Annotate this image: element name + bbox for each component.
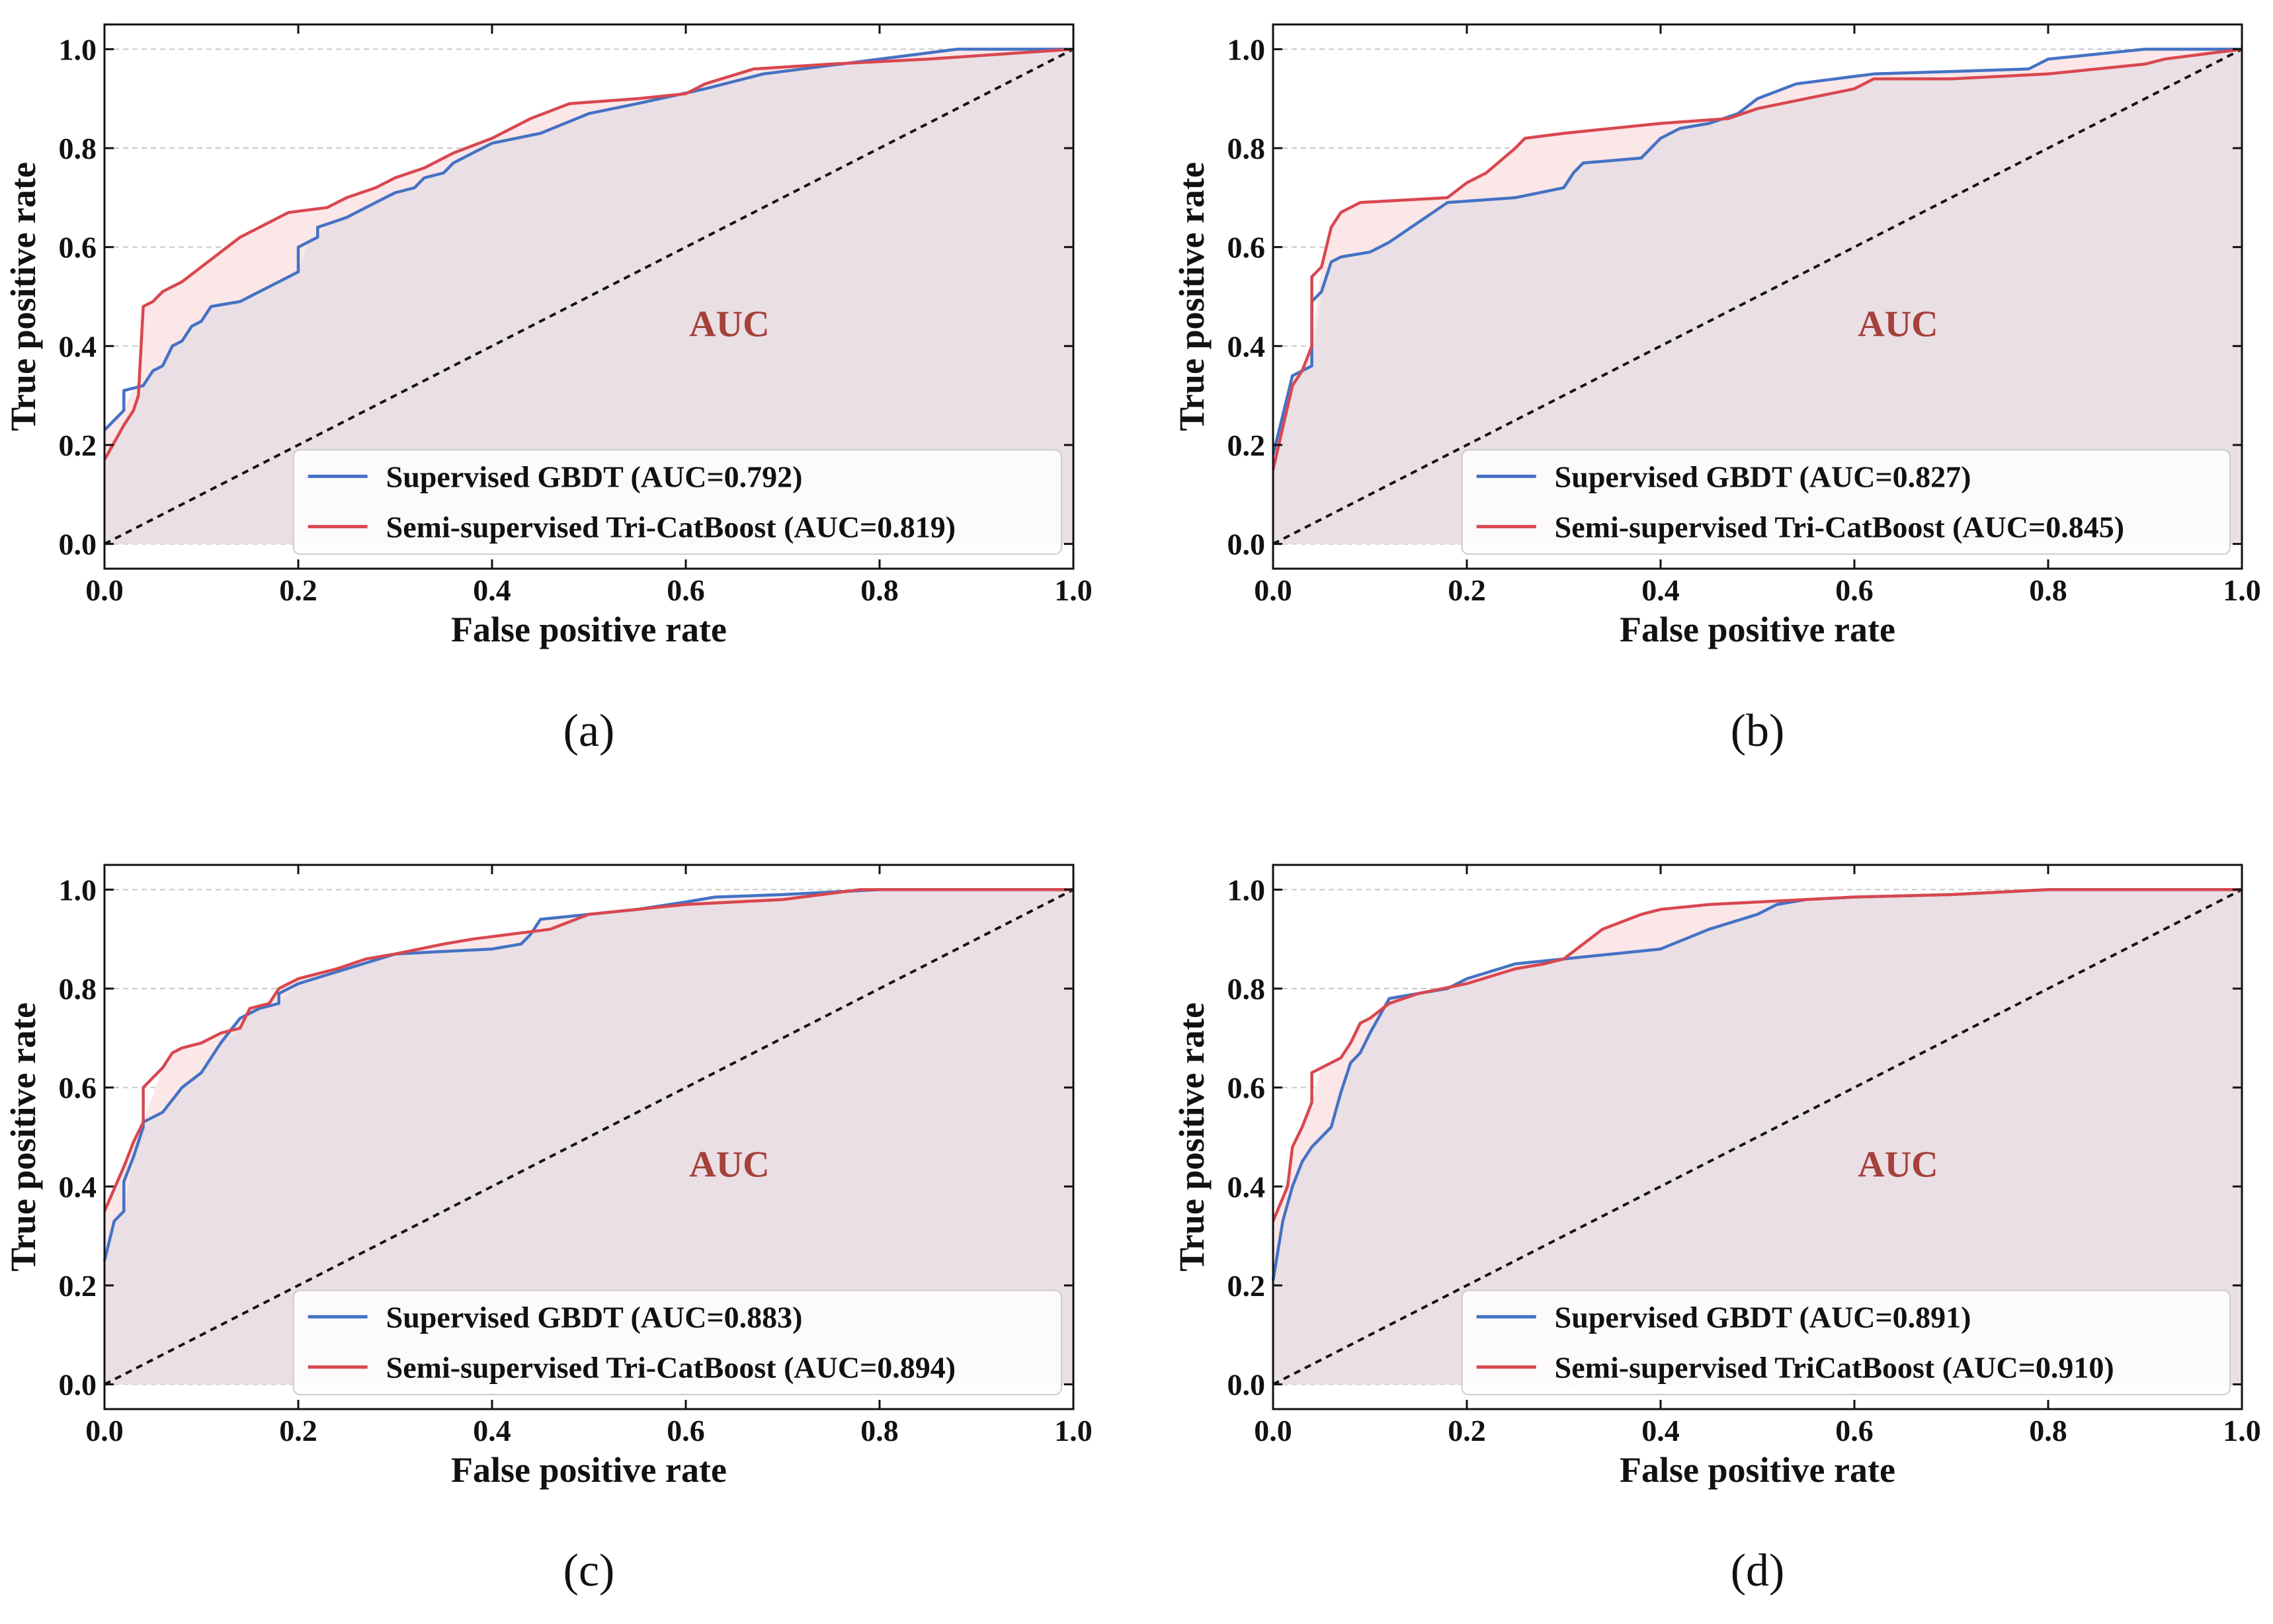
x-tick-label: 1.0 xyxy=(2223,1414,2261,1447)
y-tick-label: 1.0 xyxy=(1227,873,1266,907)
supervised-roc-curve xyxy=(103,48,1073,432)
chart-panel-d: 0.0 0.2 0.4 0.6 0.8 1.0 0.0 0.2 0.4 0.6 0.8 1.0 Fals… xyxy=(1172,864,2261,1596)
y-axis-label: True positive rate xyxy=(1172,162,1212,431)
semi-supervised-roc-curve xyxy=(1271,888,2242,1222)
x-tick-label: 0.2 xyxy=(279,1414,317,1447)
y-tick-label: 0.4 xyxy=(59,329,97,363)
legend-label-supervised: Supervised GBDT (AUC=0.883) xyxy=(386,1300,803,1334)
x-tick-label: 0.0 xyxy=(85,1414,124,1447)
x-tick-label: 0.0 xyxy=(1254,573,1292,607)
legend-label-supervised: Supervised GBDT (AUC=0.891) xyxy=(1555,1300,1971,1334)
y-tick-label: 0.4 xyxy=(1227,1170,1266,1203)
legend-label-supervised: Supervised GBDT (AUC=0.792) xyxy=(386,460,803,493)
legend-label-semi: Semi-supervised Tri-CatBoost (AUC=0.894) xyxy=(386,1350,956,1384)
x-tick-label: 0.2 xyxy=(279,573,317,607)
legend-box xyxy=(292,1289,1062,1396)
chart-panel-c: 0.0 0.2 0.4 0.6 0.8 1.0 0.0 0.2 0.4 0.6 0.8 1.0 Fals… xyxy=(3,864,1093,1596)
x-axis-label: False positive rate xyxy=(451,1450,727,1490)
x-tick-label: 0.2 xyxy=(1448,1414,1486,1447)
x-tick-label: 0.6 xyxy=(667,1414,705,1447)
y-tick-label: 0.2 xyxy=(1227,428,1266,462)
x-tick-label: 1.0 xyxy=(1054,573,1093,607)
x-tick-label: 0.4 xyxy=(473,1414,511,1447)
y-tick-label: 0.0 xyxy=(59,528,97,561)
auc-annotation: AUC xyxy=(1858,1144,1938,1185)
y-axis-label: True positive rate xyxy=(3,1002,43,1272)
panel-caption: (d) xyxy=(1731,1545,1785,1596)
diagonal-reference-line xyxy=(1272,888,2243,1386)
auc-annotation: AUC xyxy=(689,304,769,345)
y-axis-label: True positive rate xyxy=(3,162,43,431)
y-tick-label: 0.6 xyxy=(1227,1071,1266,1105)
diagonal-reference-line xyxy=(1272,48,2243,546)
x-tick-label: 0.4 xyxy=(473,573,511,607)
x-tick-label: 1.0 xyxy=(2223,573,2261,607)
semi-supervised-roc-curve xyxy=(103,888,1073,1212)
plot-frame xyxy=(1272,23,2243,570)
x-tick-label: 0.0 xyxy=(85,573,124,607)
legend-label-semi: Semi-supervised Tri-CatBoost (AUC=0.845) xyxy=(1555,510,2124,544)
plot-frame xyxy=(103,864,1075,1410)
chart-panel-a: 0.0 0.2 0.4 0.6 0.8 1.0 0.0 0.2 0.4 0.6 0.8 1.0 Fals… xyxy=(3,23,1093,756)
y-tick-label: 0.4 xyxy=(1227,329,1266,363)
y-tick-label: 0.6 xyxy=(59,231,97,264)
y-tick-label: 0.8 xyxy=(1227,972,1266,1006)
y-tick-label: 0.2 xyxy=(1227,1269,1266,1303)
x-tick-label: 0.8 xyxy=(860,1414,899,1447)
x-tick-label: 0.4 xyxy=(1641,1414,1680,1447)
x-tick-label: 0.6 xyxy=(667,573,705,607)
x-tick-label: 0.2 xyxy=(1448,573,1486,607)
y-tick-label: 0.8 xyxy=(59,132,97,165)
x-tick-label: 0.8 xyxy=(2029,573,2067,607)
y-tick-label: 0.0 xyxy=(1227,1368,1266,1402)
legend-box xyxy=(292,449,1062,555)
auc-annotation: AUC xyxy=(1858,304,1938,345)
x-tick-label: 1.0 xyxy=(1054,1414,1093,1447)
y-tick-label: 0.6 xyxy=(59,1071,97,1105)
y-tick-label: 0.8 xyxy=(1227,132,1266,165)
x-tick-label: 0.4 xyxy=(1641,573,1680,607)
x-tick-label: 0.6 xyxy=(1835,573,1874,607)
y-tick-label: 1.0 xyxy=(1227,32,1266,66)
y-tick-label: 1.0 xyxy=(59,32,97,66)
y-tick-label: 0.2 xyxy=(59,1269,97,1303)
y-tick-label: 0.0 xyxy=(59,1368,97,1402)
semi-supervised-roc-curve xyxy=(1271,48,2243,470)
legend-label-semi: Semi-supervised Tri-CatBoost (AUC=0.819) xyxy=(386,510,956,544)
legend-label-supervised: Supervised GBDT (AUC=0.827) xyxy=(1555,460,1971,493)
panel-caption: (c) xyxy=(563,1545,615,1596)
x-tick-label: 0.8 xyxy=(2029,1414,2067,1447)
x-axis-label: False positive rate xyxy=(451,610,727,649)
y-axis-label: True positive rate xyxy=(1172,1002,1212,1272)
legend-box xyxy=(1461,1289,2231,1396)
y-tick-label: 1.0 xyxy=(59,873,97,907)
panel-caption: (a) xyxy=(563,706,615,756)
y-tick-label: 0.0 xyxy=(1227,528,1266,561)
diagonal-reference-line xyxy=(104,888,1074,1386)
plot-frame xyxy=(1272,864,2243,1410)
chart-panel-b: 0.0 0.2 0.4 0.6 0.8 1.0 0.0 0.2 0.4 0.6 0.8 1.0 Fals… xyxy=(1172,23,2261,756)
y-tick-label: 0.4 xyxy=(59,1170,97,1203)
x-tick-label: 0.6 xyxy=(1835,1414,1874,1447)
x-axis-label: False positive rate xyxy=(1620,610,1895,649)
x-tick-label: 0.0 xyxy=(1254,1414,1292,1447)
x-axis-label: False positive rate xyxy=(1620,1450,1895,1490)
y-tick-label: 0.6 xyxy=(1227,231,1266,264)
y-tick-label: 0.2 xyxy=(59,428,97,462)
diagonal-reference-line xyxy=(104,48,1074,546)
plot-frame xyxy=(103,23,1075,570)
semi-supervised-roc-curve xyxy=(103,48,1074,461)
curve-difference-fill xyxy=(1273,49,2242,470)
legend-label-semi: Semi-supervised TriCatBoost (AUC=0.910) xyxy=(1555,1350,2114,1384)
x-tick-label: 0.8 xyxy=(860,573,899,607)
panel-caption: (b) xyxy=(1731,706,1785,756)
legend-box xyxy=(1461,449,2231,555)
auc-annotation: AUC xyxy=(689,1144,769,1185)
y-tick-label: 0.8 xyxy=(59,972,97,1006)
